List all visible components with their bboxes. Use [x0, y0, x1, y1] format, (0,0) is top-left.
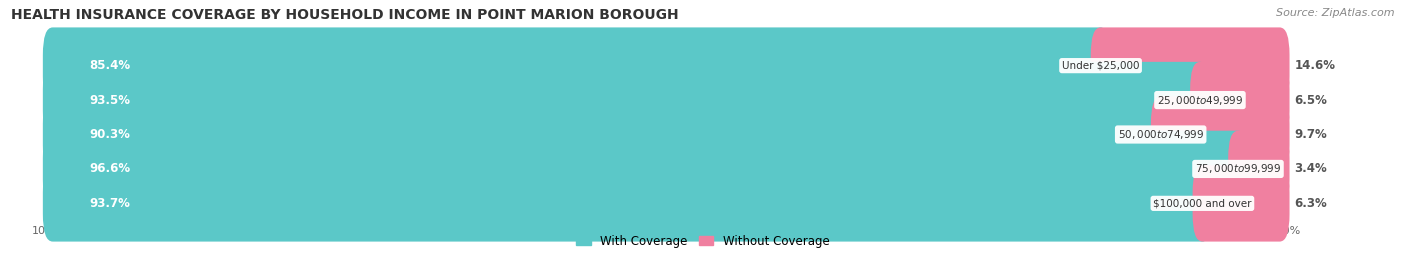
Text: 85.4%: 85.4%: [90, 59, 131, 72]
FancyBboxPatch shape: [1189, 62, 1289, 138]
Text: HEALTH INSURANCE COVERAGE BY HOUSEHOLD INCOME IN POINT MARION BOROUGH: HEALTH INSURANCE COVERAGE BY HOUSEHOLD I…: [11, 8, 679, 22]
FancyBboxPatch shape: [1152, 96, 1289, 173]
FancyBboxPatch shape: [52, 118, 1279, 151]
Text: 93.7%: 93.7%: [90, 197, 131, 210]
Text: 14.6%: 14.6%: [1295, 59, 1336, 72]
Text: 6.3%: 6.3%: [1295, 197, 1327, 210]
FancyBboxPatch shape: [42, 165, 1212, 242]
Text: $100,000 and over: $100,000 and over: [1153, 198, 1251, 208]
Text: $50,000 to $74,999: $50,000 to $74,999: [1118, 128, 1204, 141]
FancyBboxPatch shape: [1229, 131, 1289, 207]
FancyBboxPatch shape: [1091, 27, 1289, 104]
Text: $75,000 to $99,999: $75,000 to $99,999: [1195, 162, 1281, 175]
Text: 93.5%: 93.5%: [90, 94, 131, 107]
Text: 9.7%: 9.7%: [1295, 128, 1327, 141]
FancyBboxPatch shape: [52, 49, 1279, 83]
FancyBboxPatch shape: [42, 96, 1171, 173]
Text: 6.5%: 6.5%: [1295, 94, 1327, 107]
FancyBboxPatch shape: [42, 131, 1247, 207]
Text: 3.4%: 3.4%: [1295, 162, 1327, 175]
Text: 90.3%: 90.3%: [90, 128, 131, 141]
FancyBboxPatch shape: [42, 27, 1111, 104]
FancyBboxPatch shape: [52, 186, 1279, 220]
FancyBboxPatch shape: [42, 62, 1209, 138]
FancyBboxPatch shape: [1192, 165, 1289, 242]
Legend: With Coverage, Without Coverage: With Coverage, Without Coverage: [572, 230, 834, 253]
Text: 96.6%: 96.6%: [90, 162, 131, 175]
Text: Under $25,000: Under $25,000: [1062, 61, 1139, 71]
Text: $25,000 to $49,999: $25,000 to $49,999: [1157, 94, 1243, 107]
FancyBboxPatch shape: [52, 152, 1279, 186]
Text: Source: ZipAtlas.com: Source: ZipAtlas.com: [1277, 8, 1395, 18]
FancyBboxPatch shape: [52, 83, 1279, 117]
